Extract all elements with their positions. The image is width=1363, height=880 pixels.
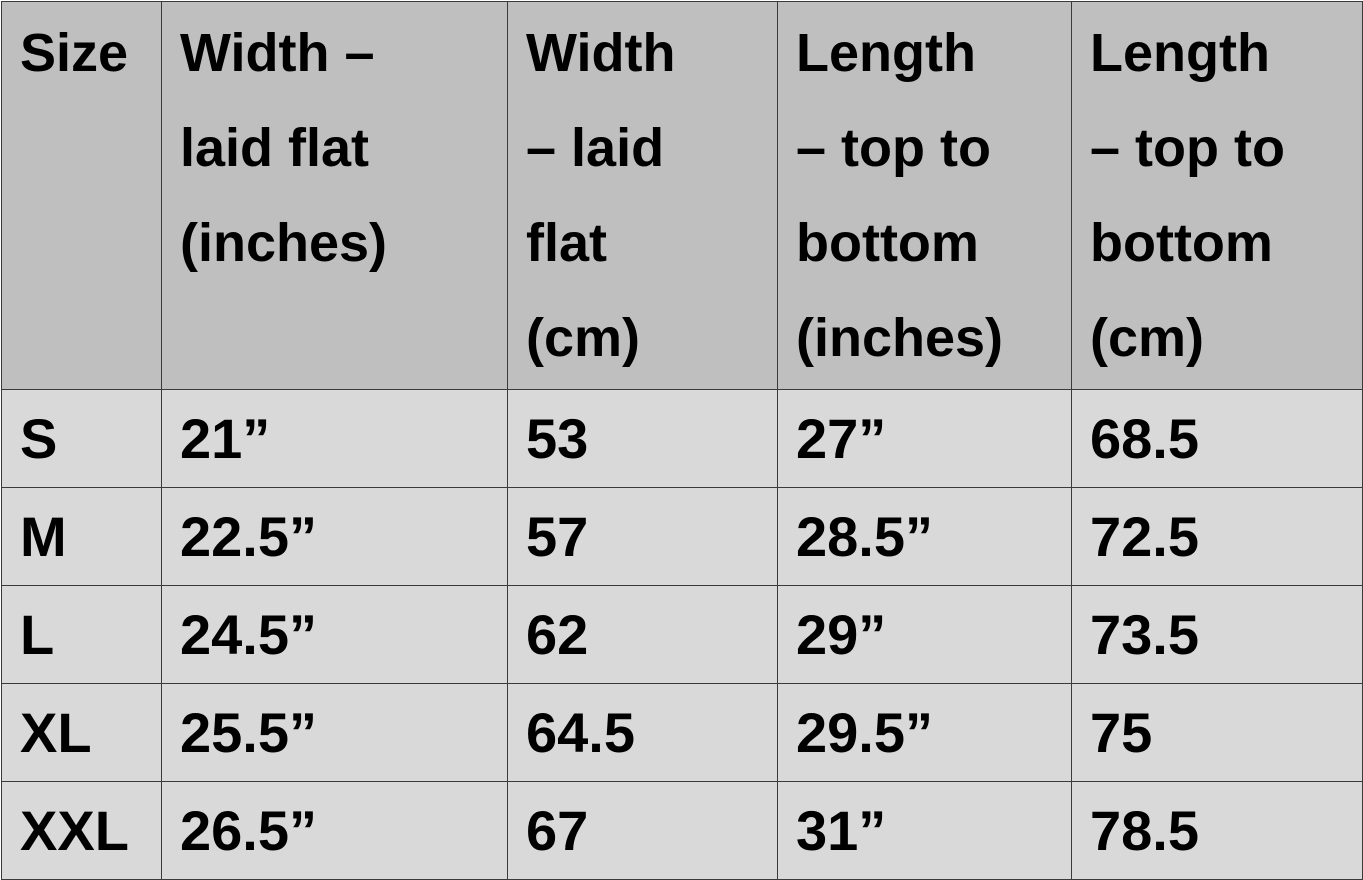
header-line: bottom — [796, 213, 979, 273]
cell-length-inches: 29” — [777, 585, 1072, 684]
header-line: Width — [526, 23, 676, 83]
header-length-cm: Length – top to bottom (cm) — [1071, 1, 1363, 390]
cell-length-inches: 31” — [777, 781, 1072, 880]
cell-size: XL — [1, 683, 162, 782]
cell-width-inches: 22.5” — [161, 487, 508, 586]
header-line: Width – — [180, 23, 375, 83]
cell-size: XXL — [1, 781, 162, 880]
cell-width-cm: 53 — [507, 389, 778, 488]
header-line: bottom — [1090, 213, 1273, 273]
table-row: XXL 26.5” 67 31” 78.5 — [1, 781, 1363, 880]
header-line: Length — [1090, 23, 1270, 83]
cell-size: S — [1, 389, 162, 488]
cell-width-inches: 26.5” — [161, 781, 508, 880]
cell-width-cm: 62 — [507, 585, 778, 684]
header-line: (inches) — [180, 213, 388, 273]
header-line: (cm) — [526, 308, 641, 368]
cell-length-cm: 73.5 — [1071, 585, 1363, 684]
cell-width-cm: 57 — [507, 487, 778, 586]
table-row: M 22.5” 57 28.5” 72.5 — [1, 487, 1363, 586]
table-row: L 24.5” 62 29” 73.5 — [1, 585, 1363, 684]
cell-length-inches: 29.5” — [777, 683, 1072, 782]
cell-width-inches: 24.5” — [161, 585, 508, 684]
cell-width-inches: 25.5” — [161, 683, 508, 782]
cell-width-cm: 67 — [507, 781, 778, 880]
header-line: (inches) — [796, 308, 1004, 368]
header-line: Size — [20, 23, 129, 83]
cell-length-cm: 78.5 — [1071, 781, 1363, 880]
cell-length-cm: 68.5 — [1071, 389, 1363, 488]
cell-size: M — [1, 487, 162, 586]
header-line: – top to — [1090, 118, 1285, 178]
header-length-inches: Length – top to bottom (inches) — [777, 1, 1072, 390]
header-row: Size Width – laid flat (inches) Width – laid f… — [1, 1, 1363, 390]
cell-width-cm: 64.5 — [507, 683, 778, 782]
header-line: flat — [526, 213, 607, 273]
cell-length-inches: 27” — [777, 389, 1072, 488]
cell-length-cm: 72.5 — [1071, 487, 1363, 586]
header-width-inches: Width – laid flat (inches) — [161, 1, 508, 390]
cell-length-cm: 75 — [1071, 683, 1363, 782]
header-line: Length — [796, 23, 976, 83]
table-row: XL 25.5” 64.5 29.5” 75 — [1, 683, 1363, 782]
header-line: – laid — [526, 118, 665, 178]
cell-width-inches: 21” — [161, 389, 508, 488]
header-line: laid flat — [180, 118, 370, 178]
header-size: Size — [1, 1, 162, 390]
table-row: S 21” 53 27” 68.5 — [1, 389, 1363, 488]
header-line: (cm) — [1090, 308, 1205, 368]
header-line: – top to — [796, 118, 991, 178]
table-body: S 21” 53 27” 68.5 M 22.5” 57 28.5” 72.5 L 24.5” 62 29… — [1, 389, 1363, 880]
cell-length-inches: 28.5” — [777, 487, 1072, 586]
cell-size: L — [1, 585, 162, 684]
header-width-cm: Width – laid flat (cm) — [507, 1, 778, 390]
